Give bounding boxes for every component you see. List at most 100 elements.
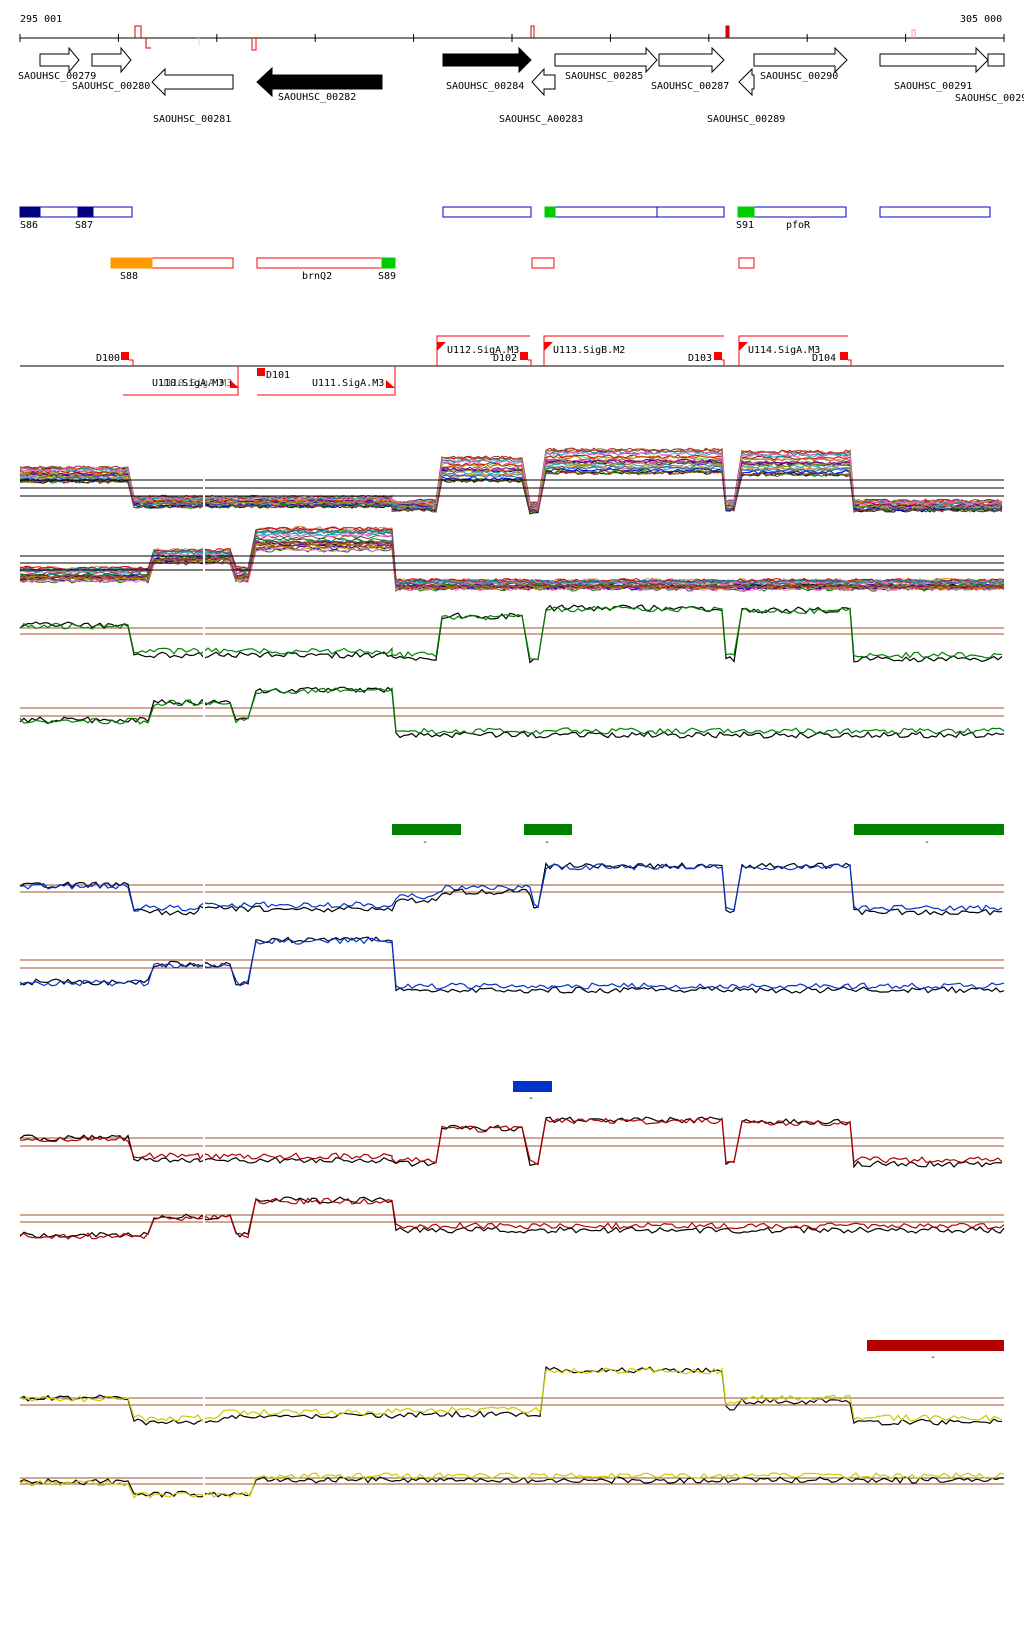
segment-box[interactable] <box>544 206 725 218</box>
expression-curve-condition <box>19 863 1003 912</box>
transcript-line[interactable] <box>436 335 530 366</box>
ruler-end-label: 305 000 <box>960 14 1002 25</box>
transcript-line[interactable] <box>543 335 724 366</box>
ruler-ticks <box>19 34 1005 42</box>
gene-arrow[interactable] <box>554 46 658 74</box>
tss-label: U112.SigA.M3 <box>447 345 519 356</box>
bar-label: - <box>422 837 428 848</box>
expression-panel-blue-plus <box>19 862 1004 916</box>
gene-arrow[interactable] <box>879 46 989 74</box>
segment-label: S86 <box>20 220 38 231</box>
segment-box-filled[interactable] <box>110 257 153 269</box>
segment-label: S88 <box>120 271 138 282</box>
tss-flag <box>437 342 446 351</box>
segment-box[interactable] <box>531 257 555 269</box>
gene-arrow[interactable] <box>91 46 132 74</box>
tss-label: U110.SigA.M3 <box>152 378 224 389</box>
tss-stub <box>722 359 725 366</box>
tss-label: D101 <box>266 370 290 381</box>
bar-label: - <box>544 837 550 848</box>
tss-stub <box>528 359 532 366</box>
expression-panel-yellow-minus <box>19 1472 1005 1499</box>
tss-flag <box>739 342 748 351</box>
tss-stub <box>848 359 852 366</box>
alignment-gap <box>203 430 205 1510</box>
expression-panel-plus-all <box>19 447 1004 515</box>
expression-curve <box>19 465 1003 513</box>
ruler-peak-mark <box>251 38 257 51</box>
tss-marker[interactable] <box>714 352 722 360</box>
green-condition-bar[interactable] <box>854 824 1004 835</box>
gene-label: SAOUHSC_00290 <box>760 71 838 82</box>
gene-label: SAOUHSC_00291 <box>894 81 972 92</box>
segment-box[interactable] <box>256 257 396 269</box>
ruler-peak-mark <box>145 38 151 49</box>
expression-curve-reference <box>19 1476 1005 1498</box>
ruler-peak-mark <box>530 25 535 38</box>
expression-panels <box>19 430 1005 1510</box>
expression-panel-red-plus <box>19 1116 1004 1169</box>
expression-curve <box>19 526 1005 584</box>
gene-arrow[interactable] <box>738 67 755 97</box>
expression-panel-green-plus <box>19 604 1004 664</box>
expression-panel-blue-minus <box>19 936 1005 994</box>
green-condition-bar[interactable] <box>392 824 461 835</box>
expression-panel-green-minus <box>19 686 1005 739</box>
segment-label: S87 <box>75 220 93 231</box>
differential-bars: - - - - - <box>392 824 1004 1363</box>
expression-curve <box>19 470 1003 514</box>
transcript-line[interactable] <box>123 366 239 396</box>
ruler-coverage-marks <box>134 25 916 51</box>
blue-condition-bar[interactable] <box>513 1081 552 1092</box>
segment-box[interactable] <box>442 206 532 218</box>
gene-arrow[interactable] <box>39 46 80 74</box>
gene-arrow[interactable] <box>658 46 725 74</box>
gene-arrow[interactable] <box>151 67 234 97</box>
tss-label: U114.SigA.M3 <box>748 345 820 356</box>
segment-box-filled[interactable] <box>737 206 755 218</box>
gene-arrow[interactable] <box>531 67 556 97</box>
gene-arrow[interactable] <box>256 66 383 98</box>
ruler-peak-mark <box>134 25 142 38</box>
segment-box[interactable] <box>738 257 755 269</box>
expression-curve-condition <box>19 1472 1005 1499</box>
green-condition-bar[interactable] <box>524 824 572 835</box>
expression-curve <box>19 529 1005 585</box>
expression-curve <box>19 539 1005 589</box>
tss-label-overlap: U110.SigA.M3 <box>160 378 232 389</box>
expression-curve <box>19 529 1005 585</box>
tss-marker[interactable] <box>520 352 528 360</box>
gene-arrow[interactable] <box>442 46 532 74</box>
ruler-peak-mark <box>725 25 730 38</box>
coordinate-ruler: 295 001 305 000 <box>19 14 1005 51</box>
segment-track-minus: S88 brnQ2 S89 <box>110 257 755 282</box>
red-condition-bar[interactable] <box>867 1340 1004 1351</box>
expression-curve <box>19 451 1003 507</box>
gene-label: SAOUHSC_00289 <box>707 114 785 125</box>
transcript-line[interactable] <box>257 366 396 396</box>
segment-box-filled[interactable] <box>381 257 396 269</box>
segment-box[interactable] <box>879 206 991 218</box>
tss-marker[interactable] <box>121 352 129 360</box>
tss-label: D100 <box>96 353 120 364</box>
gene-label: SAOUHSC_00280 <box>72 81 150 92</box>
expression-curve <box>19 467 1003 514</box>
tss-flag <box>544 342 553 351</box>
transcript-line[interactable] <box>738 335 848 366</box>
gene-label: SAOUHSC_A00283 <box>499 114 583 125</box>
segment-track-plus: S86 S87 S91 pfoR <box>19 206 991 231</box>
gene-label: SAOUHSC_00282 <box>278 92 356 103</box>
gene-arrow[interactable] <box>987 53 1005 67</box>
tss-marker[interactable] <box>840 352 848 360</box>
expression-curve <box>19 460 1003 510</box>
gene-arrow[interactable] <box>753 46 848 74</box>
tss-flag <box>230 380 239 388</box>
segment-box-filled[interactable] <box>544 206 556 218</box>
segment-box-filled[interactable] <box>19 206 41 218</box>
bar-label: - <box>924 837 930 848</box>
segment-box-filled[interactable] <box>77 206 94 218</box>
expression-curve-condition <box>19 605 1003 660</box>
tss-marker[interactable] <box>257 368 265 376</box>
tss-stub <box>129 359 134 366</box>
expression-curve-condition <box>19 1117 1003 1166</box>
